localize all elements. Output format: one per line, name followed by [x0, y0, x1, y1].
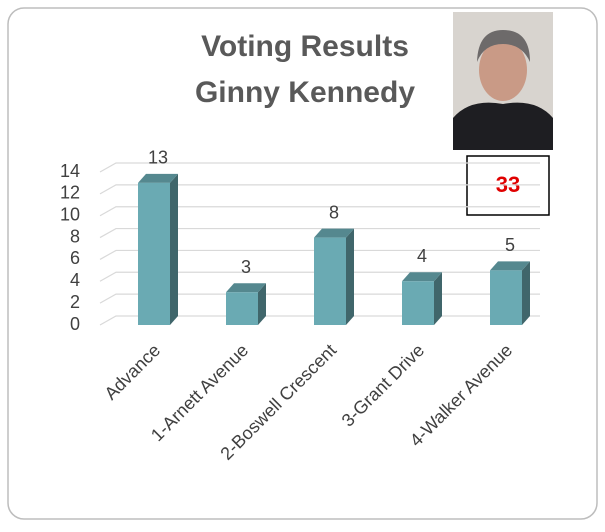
bar: [490, 261, 530, 325]
bar-face: [258, 283, 266, 325]
bar-face: [226, 283, 266, 293]
grid-line: [99, 249, 540, 260]
bar: [402, 272, 442, 325]
bar-face: [138, 182, 170, 325]
bar-face: [314, 228, 354, 238]
bar-face: [314, 237, 346, 325]
value-label: 4: [417, 246, 427, 266]
bar: [138, 173, 178, 325]
y-tick-label: 6: [70, 248, 80, 268]
bar-face: [138, 173, 178, 183]
grid-line: [99, 184, 540, 195]
bar-face: [170, 173, 178, 325]
bar-face: [490, 261, 530, 271]
y-tick-label: 10: [60, 204, 80, 224]
y-tick-label: 14: [60, 161, 80, 181]
card: [7, 7, 598, 520]
y-tick-label: 4: [70, 270, 80, 290]
grid-line: [99, 206, 540, 217]
grid-line: [99, 315, 540, 326]
bar: [314, 228, 354, 325]
bar-face: [522, 261, 530, 325]
bar-face: [402, 272, 442, 282]
y-tick-label: 12: [60, 183, 80, 203]
chart-title: Voting Results: [201, 30, 409, 63]
y-tick-label: 0: [70, 314, 80, 334]
bar: [226, 283, 266, 325]
bar-face: [226, 292, 258, 325]
y-tick-label: 8: [70, 226, 80, 246]
total-box: [466, 155, 550, 216]
bar-face: [434, 272, 442, 325]
value-label: 13: [148, 148, 168, 168]
bar-face: [402, 281, 434, 325]
value-label: 8: [329, 202, 339, 222]
grid-line: [99, 162, 540, 173]
bar-face: [346, 228, 354, 325]
value-label: 3: [241, 257, 251, 277]
bar-face: [490, 270, 522, 325]
chart-subtitle: Ginny Kennedy: [195, 76, 415, 109]
grid-line: [99, 227, 540, 239]
grid-line: [99, 293, 540, 304]
grid-line: [99, 271, 540, 282]
photo: [453, 12, 553, 150]
value-label: 5: [505, 235, 515, 255]
y-tick-label: 2: [70, 292, 80, 312]
